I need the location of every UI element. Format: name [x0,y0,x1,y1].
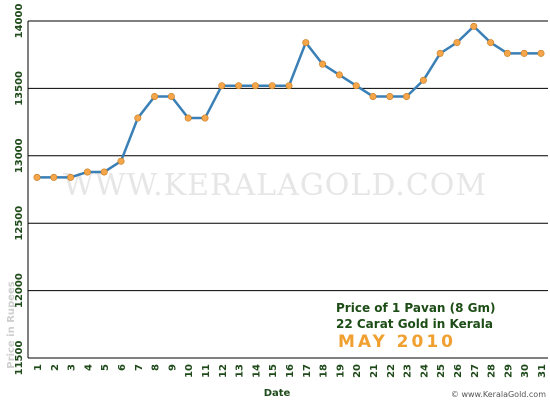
point [33,173,41,181]
point [251,82,259,90]
point [134,114,142,122]
x-tick-label: 19 [335,364,346,378]
x-tick-label: 14 [251,364,262,378]
x-tick-label: 8 [151,364,162,371]
x-tick-label: 20 [352,364,363,378]
point [453,39,461,47]
point [285,82,293,90]
x-tick-label: 30 [520,364,531,378]
x-tick-label: 21 [369,364,380,378]
point [352,82,360,90]
point [487,39,495,47]
point [67,173,75,181]
point [167,92,175,100]
x-tick-label: 23 [403,364,414,378]
point [100,168,108,176]
x-tick-label: 15 [268,364,279,378]
point [268,82,276,90]
point [319,60,327,68]
x-tick-label: 24 [419,364,430,378]
title-line: Price of 1 Pavan (8 Gm) [336,301,496,315]
x-tick-label: 29 [503,364,514,378]
x-tick-label: 28 [487,364,498,378]
point [470,22,478,30]
point [302,39,310,47]
x-tick-label: 31 [537,364,548,378]
x-tick-label: 6 [117,364,128,371]
point [184,114,192,122]
watermark: WWW.KERALAGOLD.COM [63,168,487,203]
point [151,92,159,100]
point [537,49,545,57]
y-axis-label: Price in Rupees [6,281,17,368]
x-tick-label: 3 [67,364,78,371]
y-tick-label: 13000 [14,138,25,173]
x-tick-label: 25 [436,364,447,378]
y-tick-label: 12000 [14,273,25,308]
y-tick-label: 11500 [14,341,25,376]
x-tick-label: 5 [100,364,111,371]
x-tick-label: 1 [33,364,44,371]
credit: © www.KeralaGold.com [451,390,546,399]
x-tick-label: 12 [218,364,229,378]
x-tick-label: 7 [134,364,145,371]
x-tick-label: 27 [470,364,481,378]
title-line: 22 Carat Gold in Kerala [336,317,493,331]
x-tick-label: 16 [285,364,296,378]
y-tick-label: 12500 [14,206,25,241]
point [83,168,91,176]
point [520,49,528,57]
point [403,92,411,100]
subtitle: MAY 2010 [338,332,456,352]
x-axis-label: Date [264,388,291,399]
x-tick-label: 4 [83,364,94,371]
x-tick-label: 2 [50,364,61,371]
x-tick-label: 18 [319,364,330,378]
y-tick-label: 13500 [14,71,25,106]
point [386,92,394,100]
point [419,76,427,84]
price-line [37,24,541,179]
x-tick-label: 22 [386,364,397,378]
point [335,71,343,79]
x-tick-label: 9 [167,364,178,371]
x-tick-label: 10 [184,364,195,378]
point [503,49,511,57]
point [369,92,377,100]
point [117,157,125,165]
x-tick-label: 13 [235,364,246,378]
point [201,114,209,122]
y-tick-label: 14000 [14,4,25,39]
point [235,82,243,90]
x-tick-label: 11 [201,364,212,378]
point [436,49,444,57]
point [50,173,58,181]
x-tick-label: 17 [302,364,313,378]
point [218,82,226,90]
x-tick-label: 26 [453,364,464,378]
